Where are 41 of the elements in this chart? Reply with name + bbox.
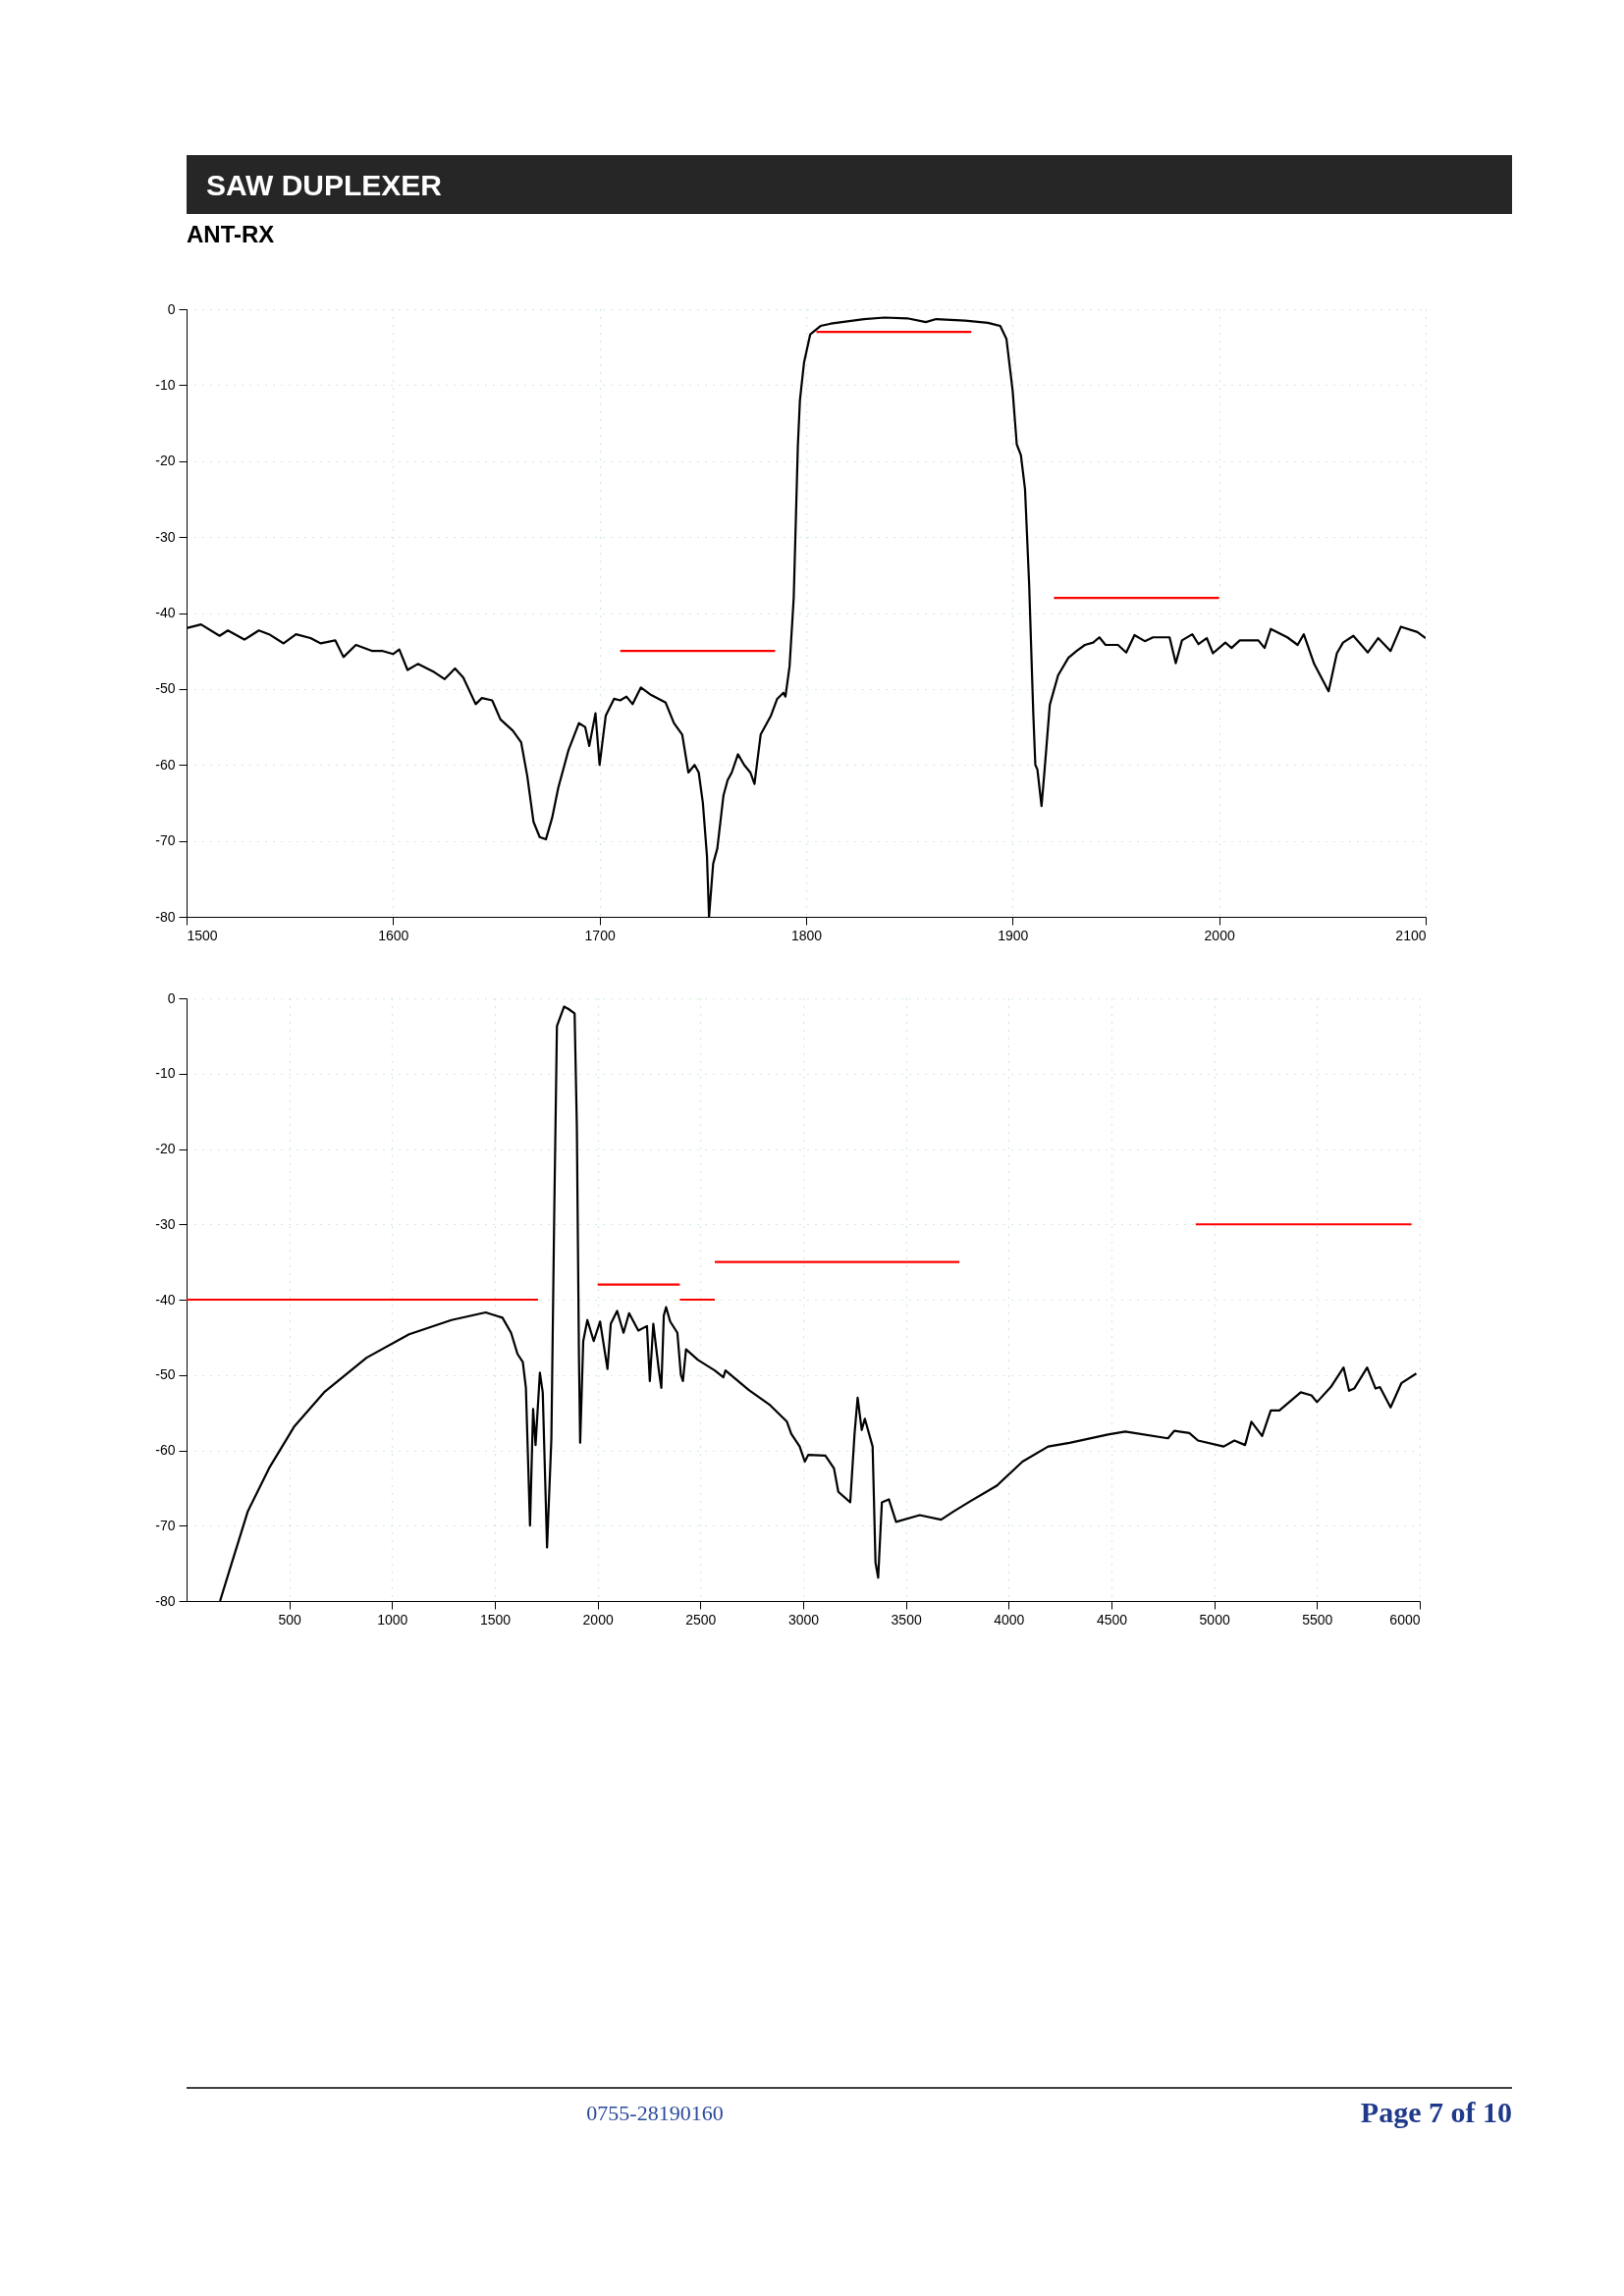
y-tick-label: -60 — [155, 1442, 176, 1458]
x-tick-label: 1500 — [187, 927, 218, 943]
x-tick-label: 5500 — [1302, 1611, 1333, 1628]
y-tick-label: 0 — [167, 989, 176, 1006]
text: Page 7 of 10 — [1360, 2096, 1512, 2128]
y-tick-label: -60 — [155, 756, 176, 773]
x-tick-label: 2000 — [1204, 927, 1235, 943]
x-tick-label: 3500 — [891, 1611, 922, 1628]
x-tick-label: 2100 — [1395, 927, 1427, 943]
y-tick-label: 0 — [167, 300, 176, 317]
chart-title: SAW DUPLEXER — [206, 169, 443, 201]
y-tick-label: -30 — [155, 528, 176, 545]
x-tick-label: 3000 — [787, 1611, 820, 1628]
x-tick-label: 6000 — [1389, 1611, 1421, 1628]
x-tick-label: 1700 — [584, 927, 616, 943]
text: 0755-28190160 — [586, 2101, 724, 2125]
x-tick-label: 5000 — [1199, 1611, 1230, 1628]
y-tick-label: -70 — [155, 832, 176, 849]
x-tick-label: 1000 — [377, 1611, 408, 1628]
y-tick-label: -70 — [155, 1517, 176, 1533]
chart-subtitle: ANT-RX — [187, 221, 275, 247]
y-tick-label: -50 — [155, 680, 176, 697]
x-tick-label: 4000 — [994, 1611, 1025, 1628]
x-tick-label: 4500 — [1096, 1611, 1128, 1628]
y-tick-label: -50 — [155, 1366, 176, 1383]
y-tick-label: -20 — [155, 1141, 176, 1156]
y-tick-label: -80 — [155, 908, 176, 925]
x-tick-label: 500 — [278, 1611, 302, 1628]
y-tick-label: -10 — [155, 376, 176, 393]
y-tick-label: -20 — [155, 453, 176, 469]
x-tick-label: 1900 — [998, 927, 1029, 943]
y-tick-label: -10 — [155, 1065, 176, 1082]
x-tick-label: 2000 — [582, 1611, 614, 1628]
y-tick-label: -40 — [155, 1291, 176, 1308]
x-tick-label: 2500 — [685, 1611, 717, 1628]
y-tick-label: -40 — [155, 605, 176, 620]
y-tick-label: -80 — [155, 1592, 176, 1609]
x-tick-label: 1600 — [378, 927, 409, 943]
x-tick-label: 1800 — [790, 927, 823, 943]
x-tick-label: 1500 — [479, 1611, 512, 1628]
y-tick-label: -30 — [155, 1215, 176, 1232]
